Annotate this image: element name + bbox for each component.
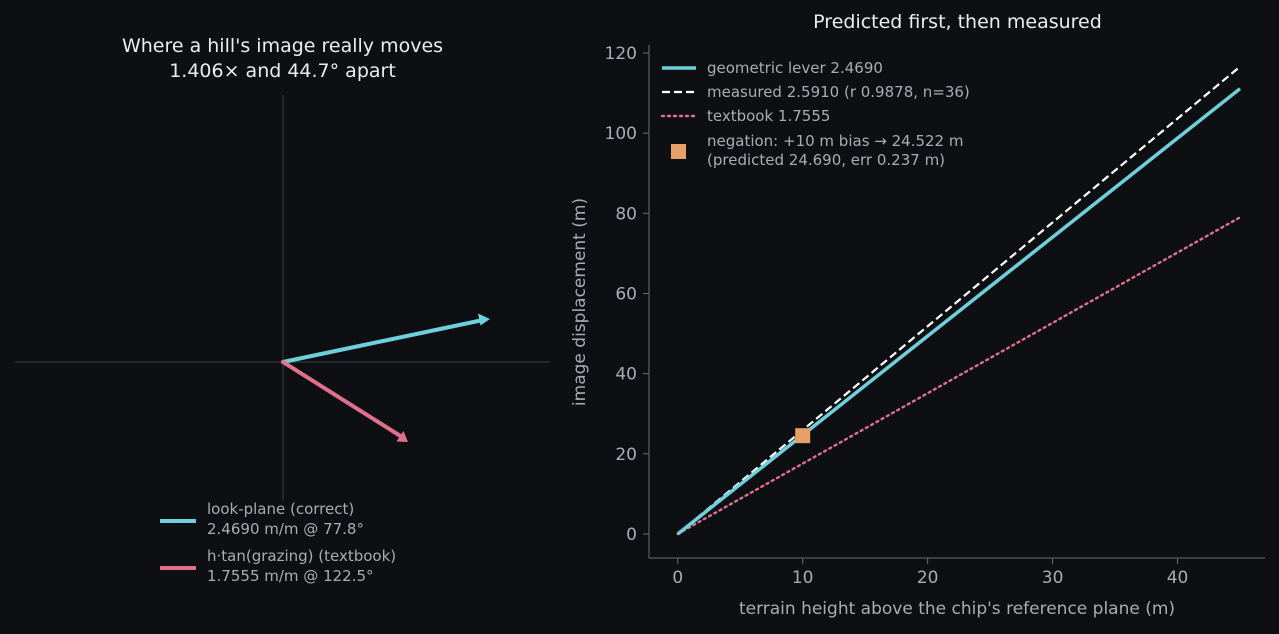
legend-label-measured: measured 2.5910 (r 0.9878, n=36) xyxy=(707,83,970,101)
left-chart-title: Where a hill's image really moves 1.406×… xyxy=(20,34,545,84)
legend-swatch-negation xyxy=(671,144,686,159)
legend-label-textbook-line1: h·tan(grazing) (textbook) xyxy=(207,547,396,565)
correct-vector-arrow xyxy=(281,318,485,364)
x-tick-label: 10 xyxy=(792,568,814,588)
left-title-line2: 1.406× and 44.7° apart xyxy=(169,60,396,82)
y-tick-label: 120 xyxy=(605,44,637,64)
x-tick-label: 30 xyxy=(1042,568,1064,588)
series-line-dotted xyxy=(676,216,1242,536)
correct-vector-arrowhead xyxy=(478,313,490,326)
y-tick-label: 100 xyxy=(605,124,637,144)
line-chart: 0 20 40 60 80 100 120 0 10 20 30 40 terrain height… xyxy=(570,44,1265,619)
y-axis-ticks: 0 20 40 60 80 100 120 xyxy=(605,44,649,545)
vector-panel: look-plane (correct) 2.4690 m/m @ 77.8° … xyxy=(15,95,550,585)
right-chart-title: Predicted first, then measured xyxy=(813,11,1102,33)
negation-point-marker xyxy=(795,428,811,444)
y-tick-label: 80 xyxy=(615,204,637,224)
y-tick-label: 20 xyxy=(615,445,637,465)
legend-label-correct-line2: 2.4690 m/m @ 77.8° xyxy=(207,520,364,538)
x-tick-label: 0 xyxy=(672,568,683,588)
y-axis-label: image displacement (m) xyxy=(570,198,590,406)
x-axis-label: terrain height above the chip's referenc… xyxy=(739,599,1175,619)
left-title-line1: Where a hill's image really moves xyxy=(121,35,444,57)
legend-label-textbook-line2: 1.7555 m/m @ 122.5° xyxy=(207,567,374,585)
legend-label-negation-line2: (predicted 24.690, err 0.237 m) xyxy=(707,151,945,169)
series-layer xyxy=(676,65,1242,536)
y-tick-label: 0 xyxy=(626,525,637,545)
points-layer xyxy=(795,428,811,444)
textbook-vector-arrowhead xyxy=(396,431,408,442)
x-tick-label: 20 xyxy=(917,568,939,588)
series-line-dashed xyxy=(677,65,1241,535)
y-tick-label: 40 xyxy=(615,365,637,385)
y-tick-label: 60 xyxy=(615,284,637,304)
legend-label-correct-line1: look-plane (correct) xyxy=(207,500,354,518)
legend-label-negation-line1: negation: +10 m bias → 24.522 m xyxy=(707,132,963,150)
legend-label-textbook: textbook 1.7555 xyxy=(707,107,830,125)
x-axis-ticks: 0 10 20 30 40 xyxy=(672,558,1188,588)
legend-label-geometric-lever: geometric lever 2.4690 xyxy=(707,59,883,77)
series-line-solid xyxy=(676,87,1242,536)
x-tick-label: 40 xyxy=(1167,568,1189,588)
textbook-vector-arrow xyxy=(281,360,404,439)
